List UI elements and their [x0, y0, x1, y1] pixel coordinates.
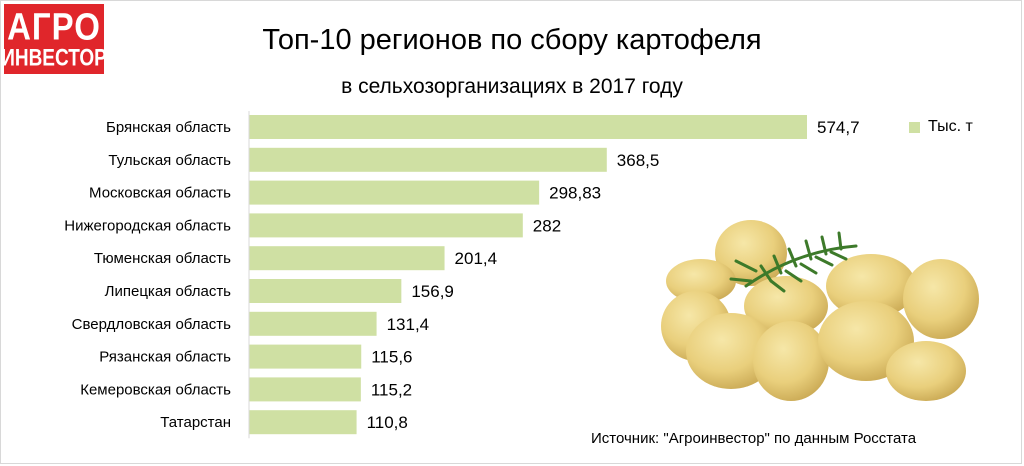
bar-1	[249, 147, 607, 172]
bar-9	[249, 410, 357, 435]
potato-group	[661, 220, 979, 401]
category-label: Кемеровская область	[80, 381, 231, 398]
category-label: Свердловская область	[72, 316, 232, 333]
value-label: 298,83	[549, 184, 601, 203]
logo-line-1: АГРО	[7, 5, 101, 48]
chart-title: Топ-10 регионов по сбору картофеля	[262, 24, 762, 56]
category-label: Рязанская область	[99, 349, 231, 366]
value-label: 574,7	[817, 118, 860, 137]
value-label: 282	[533, 216, 561, 235]
legend-swatch	[909, 121, 920, 133]
logo-line-2: ИНВЕСТОР	[1, 45, 107, 72]
source-note: Источник: "Агроинвестор" по данным Росст…	[591, 430, 917, 447]
value-label: 201,4	[455, 249, 498, 268]
value-label: 115,6	[371, 348, 412, 367]
value-label: 131,4	[387, 315, 430, 334]
value-label: 110,8	[367, 413, 408, 432]
potatoes-image	[661, 220, 979, 401]
bar-5	[249, 279, 402, 303]
category-label: Тульская область	[108, 152, 231, 169]
category-label: Нижегородская область	[64, 217, 231, 234]
bar-2	[249, 180, 540, 205]
agroinvestor-logo: АГРО ИНВЕСТОР	[1, 4, 107, 74]
chart-subtitle: в сельхозорганизациях в 2017 году	[341, 75, 683, 98]
value-label: 115,2	[371, 380, 412, 399]
bar-6	[249, 311, 377, 336]
rosemary-sprig	[729, 231, 858, 293]
bar-4	[249, 246, 445, 271]
bar-8	[249, 377, 361, 402]
bar-0	[249, 115, 807, 139]
category-label: Тюменская область	[94, 250, 231, 267]
category-label: Брянская область	[106, 119, 231, 136]
category-label: Липецкая область	[105, 283, 232, 300]
bar-7	[249, 344, 362, 369]
category-label: Московская область	[89, 185, 231, 202]
category-label: Татарстан	[160, 414, 231, 431]
legend: Тыс. т	[909, 118, 973, 136]
bar-3	[249, 213, 523, 238]
legend-label: Тыс. т	[928, 118, 973, 135]
value-label: 156,9	[411, 282, 454, 301]
value-label: 368,5	[617, 151, 660, 170]
